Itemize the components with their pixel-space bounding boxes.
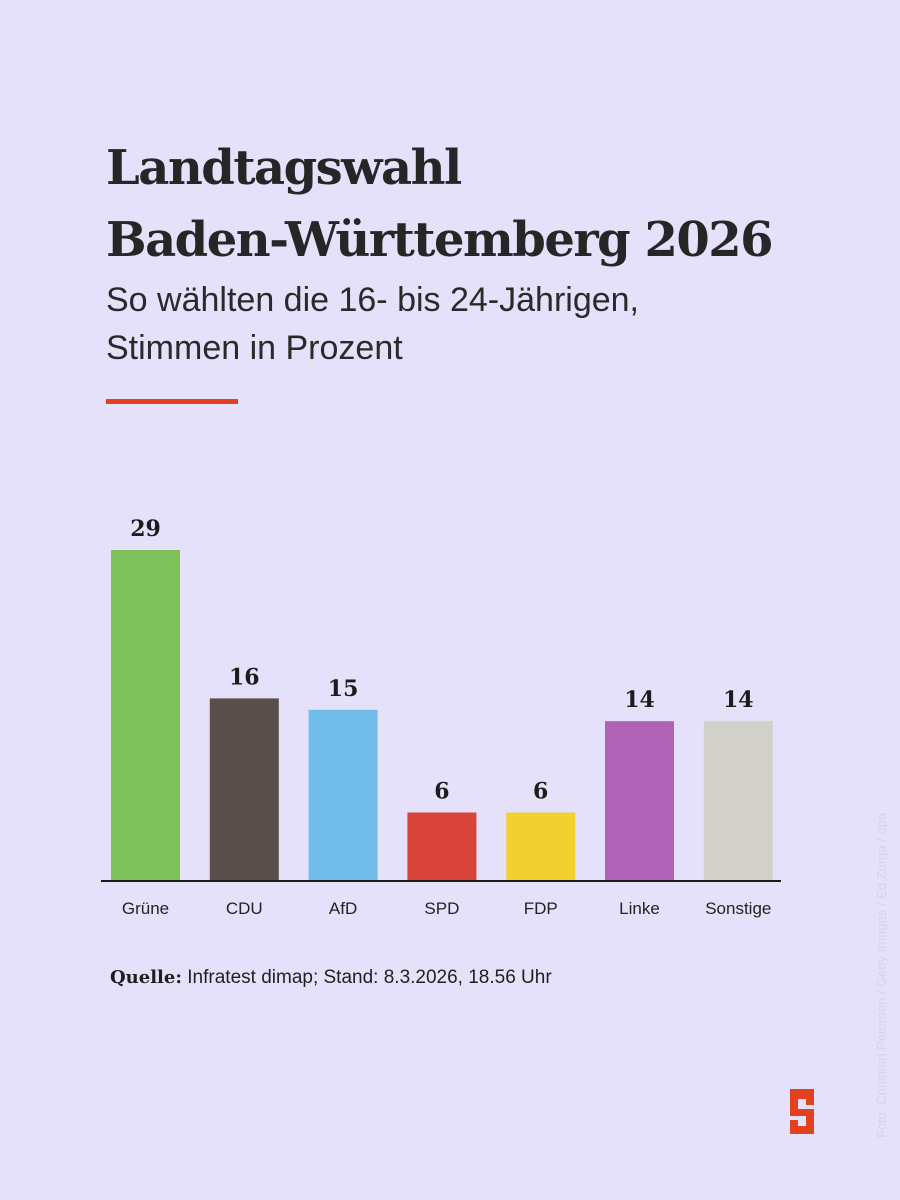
bar-5 — [605, 721, 674, 881]
title-line-1: Landtagswahl — [106, 140, 462, 196]
category-label-0: Grüne — [122, 899, 169, 918]
data-label-0: 29 — [130, 516, 161, 542]
data-label-6: 14 — [723, 687, 754, 713]
bar-0 — [111, 550, 180, 881]
bar-3 — [407, 812, 477, 881]
chart-title: Landtagswahl Baden-Württemberg 2026 — [106, 132, 774, 276]
bar-chart: 29 Grüne 16 CDU 15 AfD 6 SPD 6 FDP 14 Linke 14 Sonsti… — [101, 516, 781, 918]
subtitle-line-1: So wählten die 16- bis 24-Jährigen, — [106, 281, 639, 319]
bar-4 — [506, 812, 576, 881]
category-label-4: FDP — [524, 899, 558, 918]
category-label-6: Sonstige — [705, 899, 771, 918]
data-label-1: 16 — [229, 664, 260, 690]
data-label-2: 15 — [328, 676, 359, 702]
data-label-5: 14 — [624, 687, 655, 713]
bar-2 — [308, 709, 378, 881]
s-logo-icon — [790, 1089, 814, 1134]
data-label-4: 6 — [533, 779, 548, 805]
category-label-1: CDU — [226, 899, 263, 918]
category-label-3: SPD — [424, 899, 459, 918]
category-label-2: AfD — [329, 899, 357, 918]
subtitle-line-2: Stimmen in Prozent — [106, 329, 403, 367]
chart-subtitle: So wählten die 16- bis 24-Jährigen, Stim… — [106, 276, 639, 372]
source-text: Infratest dimap; Stand: 8.3.2026, 18.56 … — [182, 967, 552, 988]
bar-1 — [209, 698, 279, 881]
photo-credit: Foto: Christian Petersen / Getty Images … — [874, 812, 889, 1138]
category-label-5: Linke — [619, 899, 660, 918]
accent-rule — [106, 399, 238, 404]
data-label-3: 6 — [434, 779, 449, 805]
title-line-2: Baden-Württemberg 2026 — [106, 212, 774, 268]
bar-6 — [703, 721, 773, 881]
source-note: Quelle: Infratest dimap; Stand: 8.3.2026… — [110, 967, 552, 989]
source-label: Quelle: — [110, 967, 182, 988]
